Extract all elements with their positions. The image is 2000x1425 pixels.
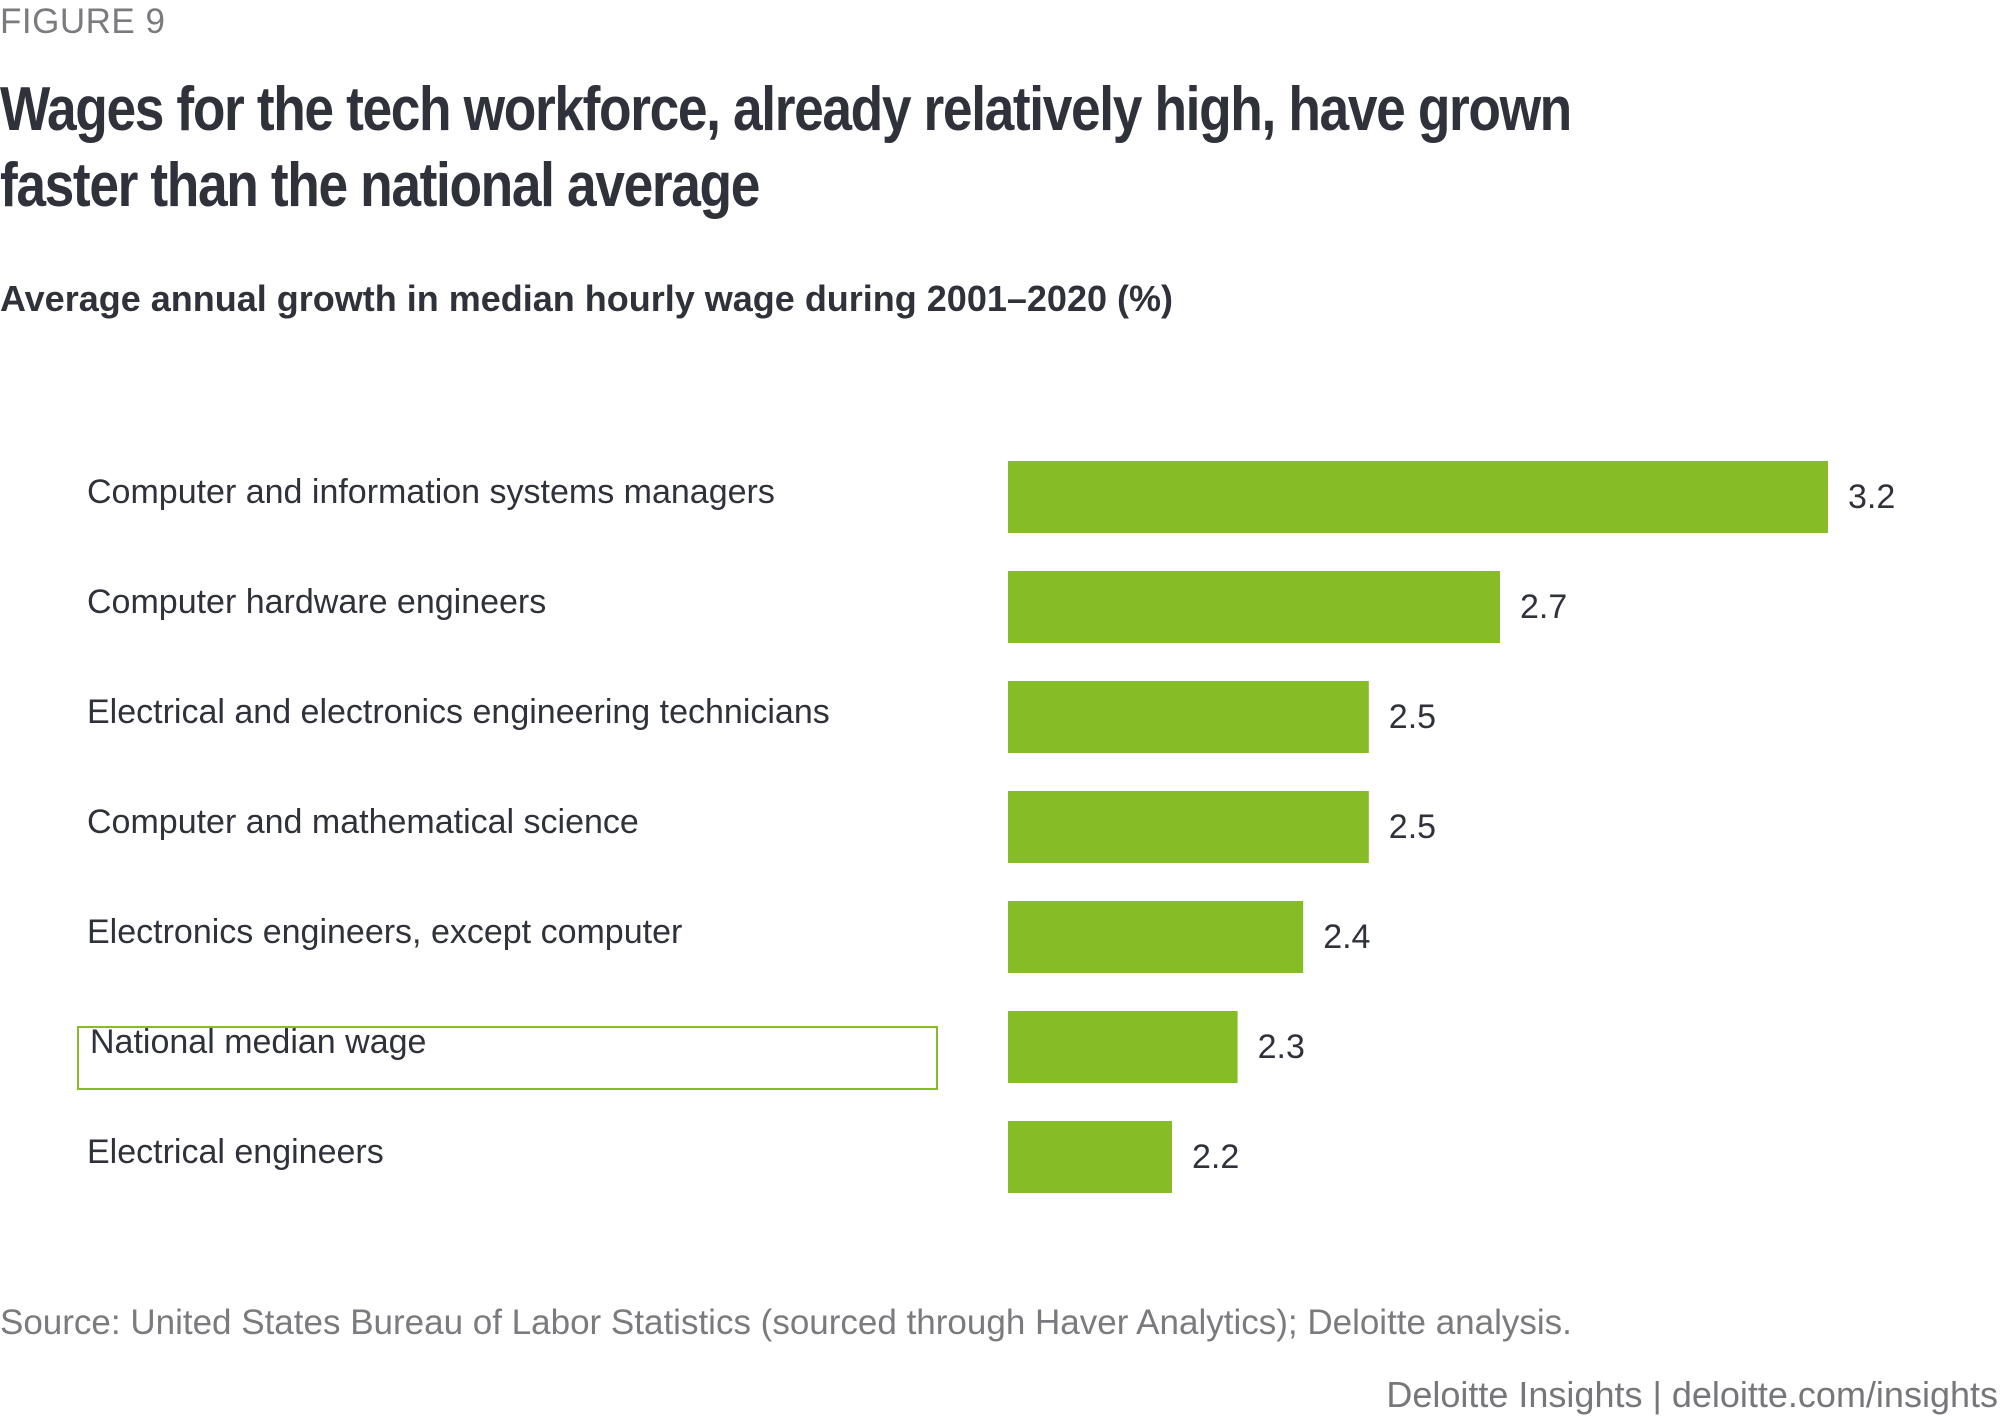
value-label: 2.5	[1389, 698, 1436, 736]
value-label: 2.3	[1258, 1028, 1305, 1066]
category-label: Computer and mathematical science	[87, 803, 639, 841]
highlight-box	[77, 1026, 938, 1090]
category-label: Electrical engineers	[87, 1133, 384, 1171]
bar	[1008, 681, 1369, 753]
bar	[1008, 901, 1304, 973]
category-label: National median wage	[90, 1023, 426, 1061]
source-note: Source: United States Bureau of Labor St…	[0, 1303, 1572, 1342]
bar-chart: Computer and information systems manager…	[77, 461, 1895, 1193]
category-label: Computer and information systems manager…	[87, 473, 775, 511]
bar	[1008, 461, 1828, 533]
chart-subtitle: Average annual growth in median hourly w…	[0, 278, 1173, 319]
value-label: 2.5	[1389, 808, 1436, 846]
publisher-credit: Deloitte Insights | deloitte.com/insight…	[1386, 1374, 1998, 1415]
bar	[1008, 1121, 1172, 1193]
bar	[1008, 1011, 1238, 1083]
category-label: Computer hardware engineers	[87, 583, 546, 621]
chart-title: Wages for the tech workforce, already re…	[0, 75, 1572, 220]
category-label: Electrical and electronics engineering t…	[87, 693, 830, 731]
bar	[1008, 571, 1500, 643]
category-label: Electronics engineers, except computer	[87, 913, 682, 951]
bar	[1008, 791, 1369, 863]
figure-label: FIGURE 9	[0, 2, 166, 41]
value-label: 3.2	[1848, 478, 1895, 516]
value-label: 2.4	[1323, 918, 1370, 956]
value-label: 2.7	[1520, 588, 1567, 626]
value-label: 2.2	[1192, 1138, 1239, 1176]
